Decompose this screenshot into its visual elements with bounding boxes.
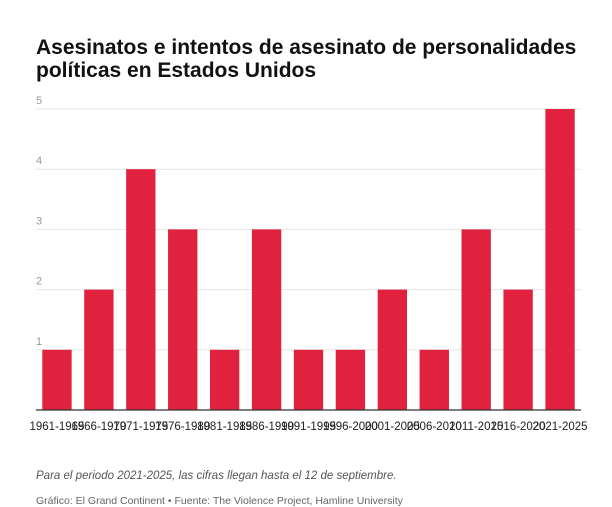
bar (209, 349, 240, 410)
source-credit: Gráfico: El Grand Continent • Fuente: Th… (36, 495, 403, 507)
bars (42, 109, 575, 410)
x-tick-label: 2021-2025 (533, 421, 588, 433)
bar (335, 349, 366, 410)
bar (84, 289, 114, 410)
x-tick-label: 1961-1965 (29, 421, 84, 433)
x-tick-label: 1971-1975 (113, 421, 168, 433)
bar (503, 289, 533, 410)
bar (293, 349, 324, 410)
x-tick-labels: 1961-19651966-19701971-19751976-19801981… (29, 421, 587, 433)
x-tick-label: 1996-2000 (323, 421, 378, 433)
x-tick-label: 1981-1985 (197, 421, 252, 433)
bar (126, 169, 156, 410)
bar (251, 229, 282, 410)
x-tick-label: 1976-1980 (155, 421, 210, 433)
y-tick-label: 1 (36, 336, 42, 348)
bar (419, 349, 449, 410)
x-tick-label: 1991-1995 (281, 421, 336, 433)
footnote: Para el periodo 2021-2025, las cifras ll… (36, 470, 397, 482)
bar (545, 109, 575, 410)
x-tick-label: 1966-1970 (71, 421, 126, 433)
x-tick-label: 2011-2015 (449, 421, 503, 433)
bar (168, 229, 198, 410)
chart-title: Asesinatos e intentos de asesinato de pe… (36, 36, 577, 82)
x-tick-label: 1986-1990 (239, 421, 294, 433)
x-tick-label: 2006-2010 (407, 421, 462, 433)
bar (377, 289, 408, 410)
bar-chart: 1 2 3 4 5 1961-19651966-19701971-19751976-19… (29, 95, 587, 433)
gridlines: 1 2 3 4 5 (36, 95, 581, 351)
y-tick-label: 4 (36, 155, 42, 167)
y-tick-label: 5 (36, 95, 42, 107)
y-tick-label: 2 (36, 276, 42, 288)
x-tick-label: 2001-2005 (365, 421, 420, 433)
x-tick-label: 2016-2020 (491, 421, 546, 433)
y-tick-label: 3 (36, 215, 42, 227)
bar (461, 229, 491, 410)
bar (42, 349, 72, 410)
